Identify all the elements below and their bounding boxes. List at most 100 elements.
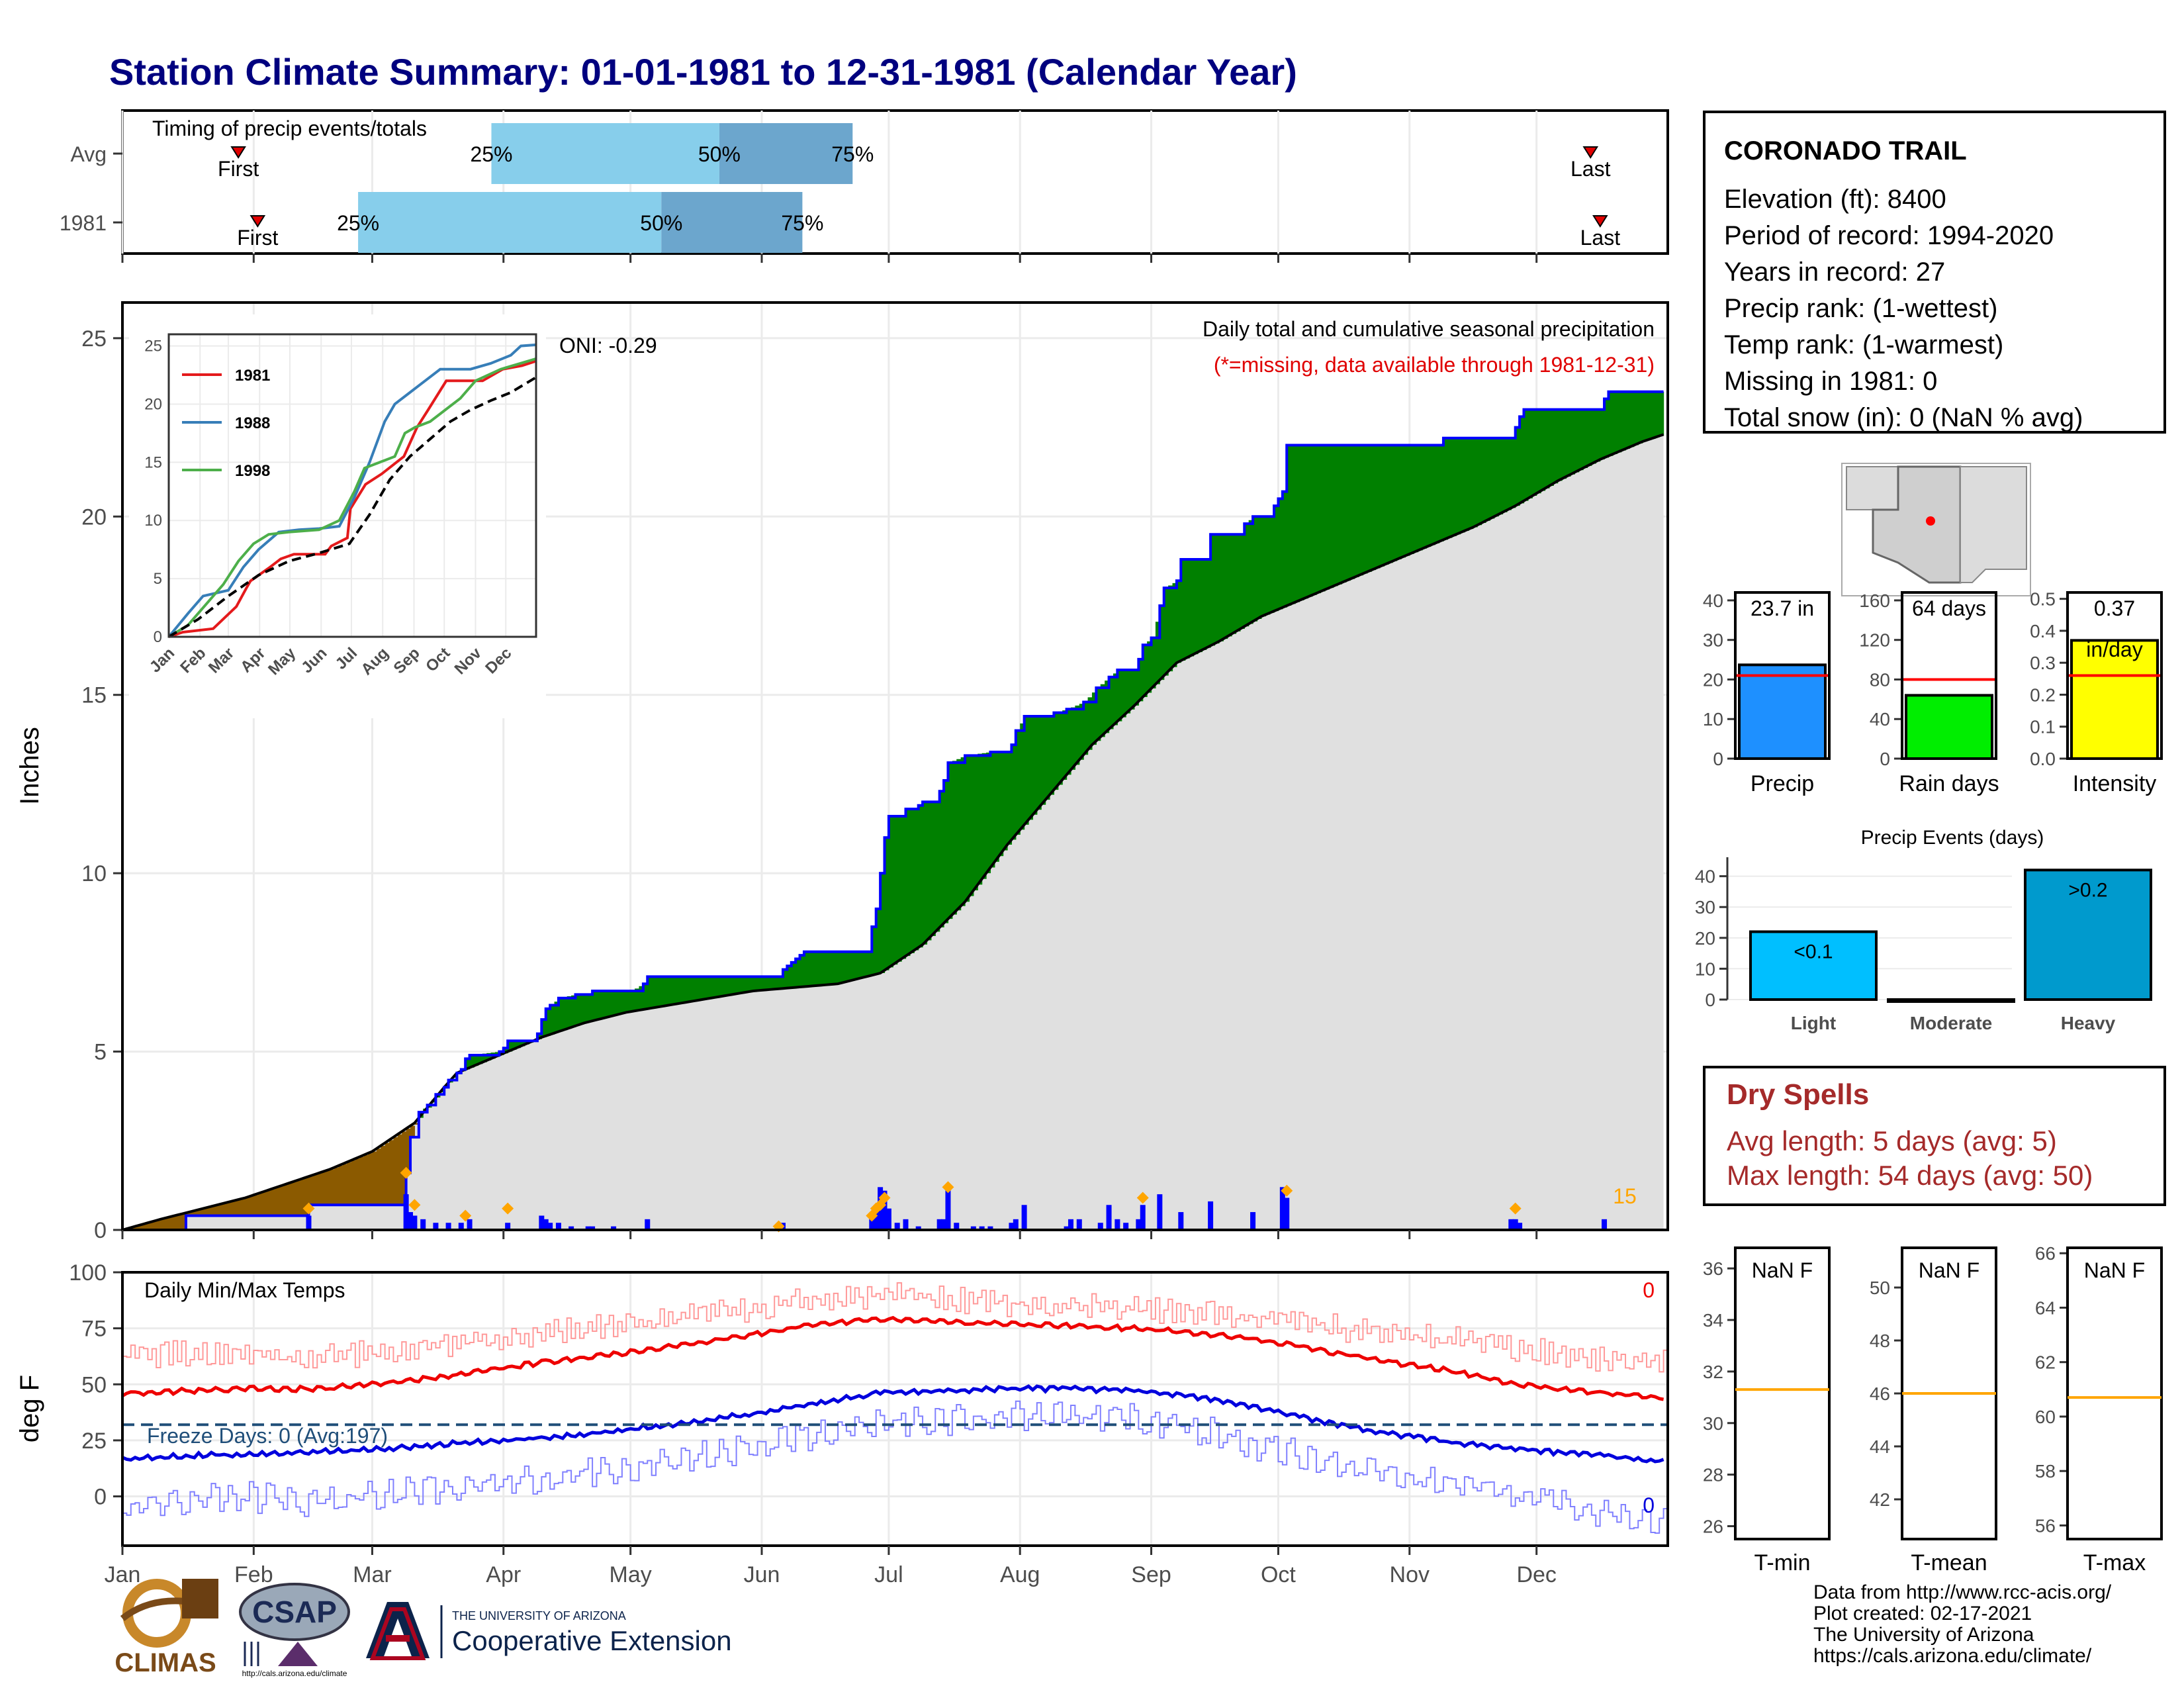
daily-precip-bar (915, 1226, 921, 1230)
first-label: First (237, 226, 278, 250)
timing-row-label: Avg (70, 142, 107, 166)
summary-bar-name: Precip (1751, 771, 1814, 796)
inset-series-1981 (168, 359, 537, 638)
climas-wordmark: CLIMAS (114, 1648, 216, 1677)
csap-url: http://cals.arizona.edu/climate (242, 1669, 347, 1678)
inset-y-tick-label: 0 (154, 628, 162, 646)
ua-logo: THE UNIVERSITY OF ARIZONA Cooperative Ex… (366, 1602, 732, 1660)
ua-name: THE UNIVERSITY OF ARIZONA (452, 1609, 626, 1622)
precip-event-marker (1136, 1192, 1149, 1204)
summary-bar-Intensity (2070, 639, 2159, 761)
daily-precip-bar (1284, 1197, 1290, 1230)
daily-precip-bar (590, 1226, 596, 1230)
summary-frame (2066, 591, 2163, 760)
max-missing-count: 0 (1643, 1278, 1655, 1302)
tempbar-y-tick-label: 58 (2035, 1461, 2056, 1481)
month-label: Jul (874, 1562, 903, 1587)
daily-precip-bar (539, 1215, 545, 1230)
dry-spells-box: Dry Spells Avg length: 5 days (avg: 5) M… (1703, 1066, 2166, 1206)
summary-y-tick-label: 30 (1703, 630, 1723, 651)
daily-precip-bar (941, 1219, 947, 1230)
month-label: Dec (1516, 1562, 1556, 1587)
tempbar-y-tick-label: 34 (1703, 1310, 1723, 1331)
credit-line: https://cals.arizona.edu/climate/ (1813, 1645, 2092, 1667)
inset-series-average (167, 376, 537, 638)
precip-frame (121, 301, 1669, 1231)
dry-spells-avg: Avg length: 5 days (avg: 5) (1727, 1125, 2057, 1156)
events-bar-Light (1749, 930, 1878, 1001)
min-missing-count: 0 (1643, 1493, 1655, 1517)
events-category-label: Light (1791, 1013, 1836, 1033)
summary-y-tick-label: 0.4 (2030, 621, 2056, 641)
credit-line: Plot created: 02-17-2021 (1813, 1603, 2032, 1624)
summary-y-tick-label: 0.1 (2030, 717, 2056, 737)
inset-legend-label: 1998 (235, 462, 270, 480)
daily-precip-bar (873, 1208, 879, 1230)
tempbar-name: T-mean (1911, 1550, 1987, 1575)
temp-panel-label: Daily Min/Max Temps (144, 1278, 345, 1302)
timing-row-label: 1981 (60, 211, 107, 235)
tempbar-value-label: NaN F (2084, 1258, 2145, 1282)
summary-bar-name: Intensity (2073, 771, 2157, 796)
tempbar-y-tick-label: 64 (2035, 1297, 2056, 1318)
station-line: Elevation (ft): 8400 (1724, 185, 1946, 214)
tempbar-name: T-min (1754, 1550, 1811, 1575)
precip-event-marker (459, 1209, 472, 1222)
map-neighbor-state (1846, 466, 1899, 510)
daily-precip-bar (979, 1226, 985, 1230)
daily-precip-bar (1068, 1219, 1073, 1230)
daily-precip-bar (645, 1219, 651, 1230)
first-marker (230, 146, 246, 159)
events-bar-label: <0.1 (1794, 941, 1833, 963)
daily-precip-bar (1106, 1205, 1112, 1230)
daily-precip-bar (1208, 1201, 1214, 1230)
station-line: Period of record: 1994-2020 (1724, 221, 2054, 250)
tempbar-y-tick-label: 50 (1870, 1278, 1890, 1298)
chart-title: Station Climate Summary: 01-01-1981 to 1… (109, 51, 1297, 93)
inset-frame (167, 333, 537, 638)
events-y-tick-label: 40 (1695, 867, 1715, 887)
dry-spells-max: Max length: 54 days (avg: 50) (1727, 1160, 2093, 1191)
daily-precip-bar (1279, 1187, 1285, 1230)
tempbar-y-tick-label: 36 (1703, 1258, 1723, 1279)
events-category-label: Heavy (2061, 1013, 2116, 1033)
csap-logo: CSAP http://cals.arizona.edu/climate (239, 1583, 350, 1678)
temp-background (122, 1272, 1668, 1546)
inset-y-tick-label: 10 (144, 512, 162, 530)
inset-legend-label: 1981 (235, 367, 270, 385)
events-y-tick-label: 30 (1695, 897, 1715, 917)
daily-precip-bar (408, 1212, 414, 1230)
daily-precip-bar (433, 1223, 439, 1230)
summary-bar-name: Rain days (1899, 771, 1999, 796)
dry-spells-title: Dry Spells (1727, 1078, 1870, 1111)
tempbar-y-tick-label: 60 (2035, 1407, 2056, 1427)
events-y-tick-label: 10 (1695, 959, 1715, 979)
daily-precip-bar (547, 1223, 553, 1230)
inset-y-tick-label: 15 (144, 453, 162, 471)
precip-events-panel: Precip Events (days) 0 10 20 30 40 <0.1 Light Mo… (1695, 827, 2152, 1033)
station-info-box: CORONADO TRAIL Elevation (ft): 8400 Peri… (1703, 111, 2166, 434)
timing-q75-label: 75% (781, 211, 823, 235)
precip-y-tick-label: 15 (81, 683, 107, 708)
daily-precip-bar (903, 1219, 909, 1230)
timing-bar-q25-q50 (491, 123, 719, 184)
daily-precip-bar (1021, 1205, 1027, 1230)
summary-y-tick-label: 40 (1870, 709, 1890, 729)
inset-series-1998 (167, 357, 537, 638)
last-label: Last (1580, 226, 1621, 250)
month-label: Jun (744, 1562, 780, 1587)
daily-precip-bar (1178, 1212, 1184, 1230)
temp-y-tick-label: 25 (81, 1429, 107, 1454)
month-label: Nov (1390, 1562, 1430, 1587)
timing-bar-q50-q75 (661, 192, 803, 253)
daily-precip-bar (882, 1190, 887, 1230)
timing-bar-q50-q75 (719, 123, 853, 184)
ua-extension: Cooperative Extension (452, 1625, 732, 1656)
events-y-tick-label: 0 (1705, 990, 1715, 1010)
events-category-label: Moderate (1910, 1013, 1992, 1033)
location-map (1841, 463, 2031, 596)
inset-series-1988 (167, 343, 537, 638)
precip-y-tick-label: 5 (94, 1040, 107, 1065)
timing-q50-label: 50% (640, 211, 682, 235)
daily-precip-bar (1097, 1223, 1103, 1230)
